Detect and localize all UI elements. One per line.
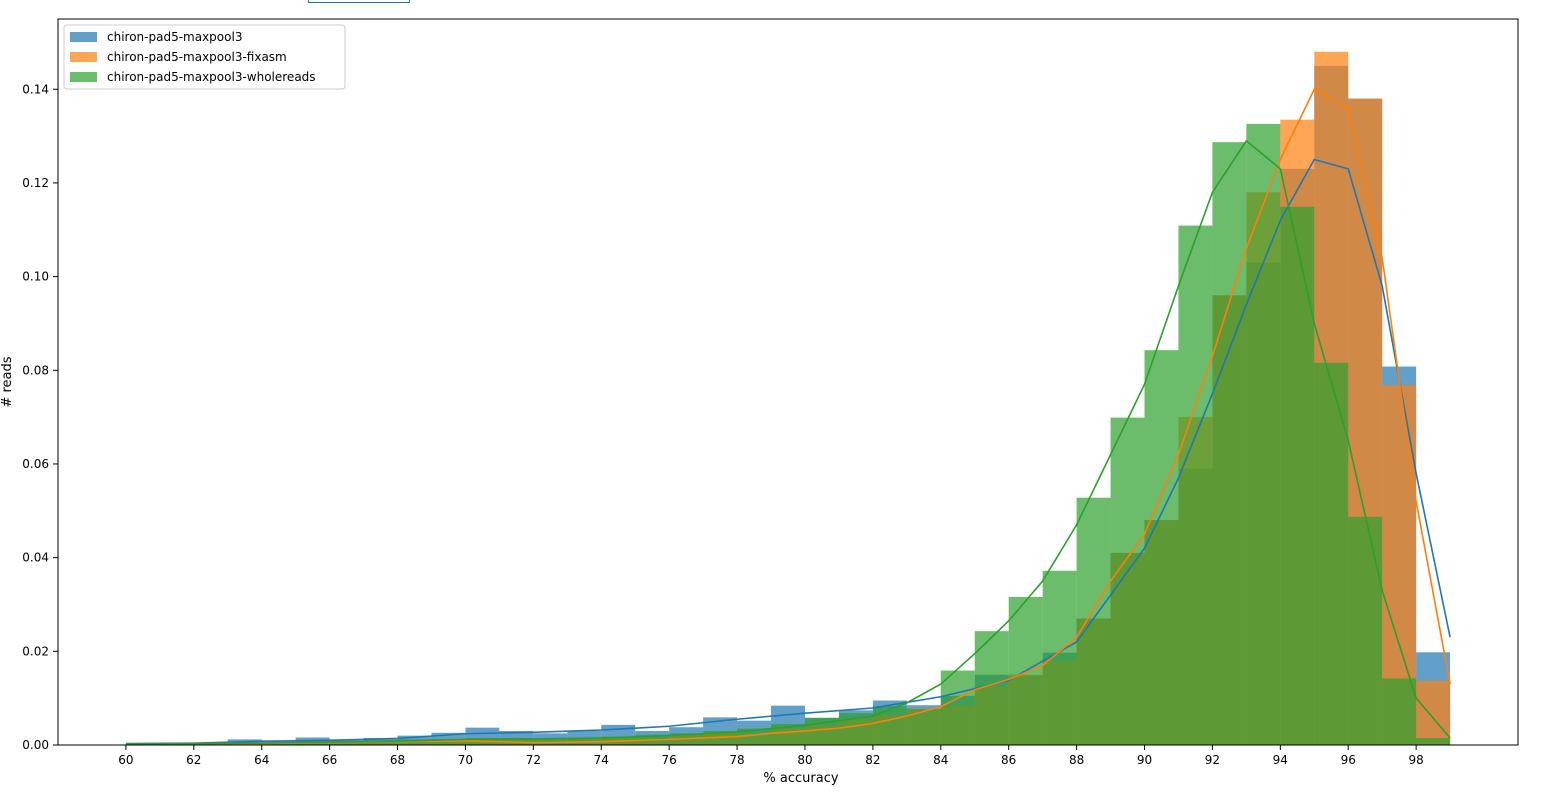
y-tick-label-1: 0.02: [22, 644, 49, 658]
bar-series2-bin30: [1144, 350, 1179, 745]
x-tick-label-7: 74: [594, 753, 609, 767]
x-tick-label-8: 76: [662, 753, 677, 767]
bar-series2-bin31: [1178, 225, 1213, 745]
y-axis-ticks: 0.00 0.02 0.04 0.06 0.08 0.10 0.12 0.14: [22, 82, 58, 752]
plot-frame: [57, 18, 1519, 746]
x-tick-label-13: 86: [1001, 753, 1016, 767]
bar-series2-bin33: [1246, 123, 1281, 746]
x-tick-label-15: 90: [1137, 753, 1152, 767]
density-line-series2: [125, 139, 1451, 745]
bar-series2-bin36: [1348, 516, 1383, 745]
legend-swatch-2: [70, 72, 97, 82]
x-tick-label-9: 78: [729, 753, 744, 767]
x-tick-label-2: 64: [254, 753, 269, 767]
legend-label-2: chiron-pad5-maxpool3-wholereads: [107, 70, 316, 84]
x-tick-label-3: 66: [322, 753, 337, 767]
legend-box: [63, 24, 346, 90]
x-tick-label-5: 70: [458, 753, 473, 767]
bar-series2-bin9: [431, 738, 466, 745]
x-tick-label-17: 94: [1273, 753, 1288, 767]
x-tick-label-14: 88: [1069, 753, 1084, 767]
legend-swatch-0: [70, 32, 97, 42]
y-tick-label-2: 0.04: [22, 551, 49, 565]
bar-series2-bin38: [1416, 737, 1451, 745]
legend: chiron-pad5-maxpool3 chiron-pad5-maxpool3…: [63, 24, 346, 90]
bar-series2-bin34: [1280, 206, 1315, 745]
legend-label-0: chiron-pad5-maxpool3: [107, 30, 242, 44]
density-line-series1: [125, 88, 1451, 746]
bar-series2-bin32: [1212, 142, 1247, 746]
y-tick-label-3: 0.06: [22, 457, 49, 471]
y-tick-label-0: 0.00: [22, 738, 49, 752]
bar-series1-bin38: [1416, 680, 1451, 745]
bar-series2-bin24: [940, 670, 975, 745]
x-tick-label-1: 62: [186, 753, 201, 767]
legend-label-1: chiron-pad5-maxpool3-fixasm: [107, 50, 287, 64]
x-tick-label-18: 96: [1341, 753, 1356, 767]
y-axis-label: # reads: [0, 356, 15, 407]
legend-swatch-1: [70, 52, 97, 62]
bar-series2-bin18: [737, 728, 772, 745]
x-tick-label-10: 80: [797, 753, 812, 767]
x-tick-label-11: 82: [865, 753, 880, 767]
y-tick-label-6: 0.12: [22, 176, 49, 190]
y-tick-label-7: 0.14: [22, 82, 49, 96]
density-line-series0: [125, 158, 1451, 745]
density-lines-layer: [125, 88, 1451, 746]
bar-series2-bin37: [1382, 678, 1417, 745]
x-axis-label: % accuracy: [763, 771, 838, 786]
top-edge-box: [308, 0, 410, 3]
x-tick-label-16: 92: [1205, 753, 1220, 767]
bar-series2-bin22: [872, 706, 907, 745]
bar-series2-bin19: [771, 723, 805, 745]
x-tick-label-0: 60: [118, 753, 133, 767]
x-tick-label-6: 72: [526, 753, 541, 767]
x-tick-label-19: 98: [1408, 753, 1423, 767]
y-tick-label-4: 0.08: [22, 363, 49, 377]
bar-series2-bin28: [1076, 497, 1111, 745]
bar-series2-bin29: [1110, 417, 1145, 745]
y-tick-label-5: 0.10: [22, 270, 49, 284]
bars-layer: [125, 51, 1451, 746]
x-tick-label-12: 84: [933, 753, 948, 767]
bar-series2-bin35: [1314, 362, 1349, 745]
x-axis-ticks: 60 62 64 66 68 70 72 74 76 78 80 82 84 86 88 90 92 94 96 98: [118, 745, 1424, 767]
x-tick-label-4: 68: [390, 753, 405, 767]
